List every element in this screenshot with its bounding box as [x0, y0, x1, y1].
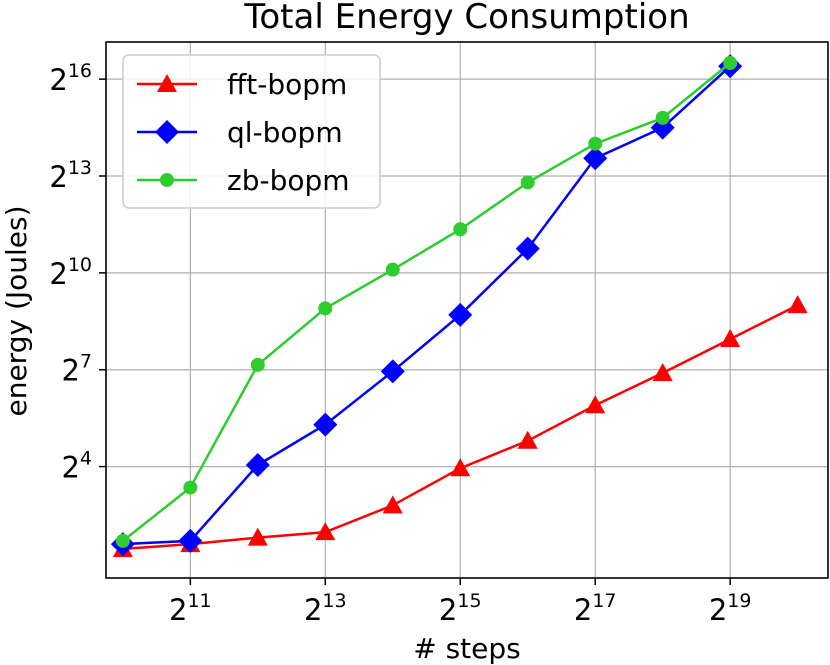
ticks: 211 213 215 217 219 24 27 210 213 216: [49, 60, 751, 627]
legend-label: ql-bopm: [227, 116, 343, 149]
data-point-zb-bopm: [115, 533, 130, 548]
data-point-zb-bopm: [655, 110, 670, 125]
x-tick-label: 211: [169, 590, 212, 627]
x-tick-label: 213: [304, 590, 347, 627]
data-point-zb-bopm: [250, 357, 265, 372]
data-point-zb-bopm: [588, 136, 603, 151]
data-point-zb-bopm: [520, 175, 535, 190]
data-point-fft-bopm: [315, 522, 336, 541]
plot-frame: [105, 41, 829, 579]
data-point-ql-bopm: [380, 359, 405, 384]
data-point-fft-bopm: [585, 395, 606, 414]
data-point-zb-bopm: [385, 262, 400, 277]
series-line-ql-bopm: [122, 65, 732, 546]
data-point-ql-bopm: [650, 115, 675, 140]
data-point-ql-bopm: [583, 146, 608, 171]
data-point-ql-bopm: [313, 412, 338, 437]
series-line-zb-bopm: [122, 62, 731, 542]
data-point-zb-bopm: [453, 222, 468, 237]
y-tick-label: 24: [61, 448, 92, 485]
data-point-zb-bopm: [723, 55, 738, 70]
data-point-zb-bopm: [183, 480, 198, 495]
y-tick-label: 216: [49, 60, 92, 97]
legend-item-fft-bopm: fft-bopm: [137, 68, 347, 101]
data-point-ql-bopm: [515, 236, 540, 261]
data-point-zb-bopm: [318, 301, 333, 316]
y-tick-label: 27: [61, 351, 92, 388]
data-point-ql-bopm: [245, 452, 270, 477]
series-layer: [110, 54, 808, 557]
data-point-fft-bopm: [247, 527, 268, 546]
x-tick-label: 217: [574, 590, 617, 627]
x-tick-label: 215: [439, 590, 482, 627]
data-point-fft-bopm: [382, 495, 403, 514]
legend-label: zb-bopm: [227, 164, 350, 197]
chart-title: Total Energy Consumption: [243, 0, 689, 37]
legend-marker: [157, 74, 177, 92]
legend-marker: [160, 173, 174, 187]
y-tick-label: 210: [49, 254, 92, 291]
legend-item-ql-bopm: ql-bopm: [137, 116, 343, 149]
data-point-fft-bopm: [450, 458, 471, 477]
data-point-fft-bopm: [787, 295, 808, 314]
legend-item-zb-bopm: zb-bopm: [137, 164, 350, 197]
data-point-fft-bopm: [652, 362, 673, 381]
legend-marker: [155, 120, 179, 144]
legend-label: fft-bopm: [227, 68, 347, 101]
y-axis-label: energy (Joules): [0, 205, 33, 416]
series-zb-bopm: [115, 55, 738, 548]
x-tick-label: 219: [709, 590, 752, 627]
data-point-ql-bopm: [178, 528, 203, 553]
legend: fft-bopm ql-bopm zb-bopm: [122, 54, 381, 209]
y-tick-label: 213: [49, 157, 92, 194]
data-point-fft-bopm: [517, 430, 538, 449]
legend-box: [122, 54, 381, 209]
data-point-ql-bopm: [448, 302, 473, 327]
legend-entries: fft-bopm ql-bopm zb-bopm: [137, 68, 350, 197]
x-axis-label: # steps: [413, 632, 521, 665]
data-point-fft-bopm: [720, 329, 741, 348]
